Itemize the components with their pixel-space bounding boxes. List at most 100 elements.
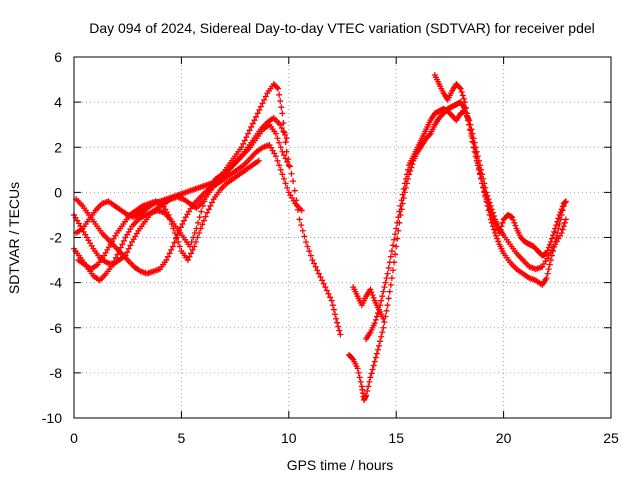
data-point [553, 222, 560, 229]
data-point [472, 153, 479, 160]
data-point [476, 171, 483, 178]
data-point [389, 242, 396, 249]
data-point [336, 327, 343, 334]
data-point [478, 175, 485, 182]
data-point [261, 96, 268, 103]
data-point [555, 215, 562, 222]
series-track-i [350, 284, 387, 322]
data-point [317, 273, 324, 280]
data-point [467, 127, 474, 134]
x-tick-label: 0 [70, 430, 78, 446]
data-point [238, 144, 245, 151]
data-point [167, 216, 174, 223]
data-point [367, 374, 374, 381]
data-point [468, 126, 475, 133]
data-point [551, 228, 558, 235]
data-point [385, 264, 392, 271]
data-point [196, 229, 203, 236]
data-point [380, 324, 387, 331]
data-point [366, 378, 373, 385]
series-track-d [73, 121, 292, 236]
data-point [334, 319, 341, 326]
data-point [558, 206, 565, 213]
data-point [382, 279, 389, 286]
data-point [251, 117, 258, 124]
data-point [259, 100, 266, 107]
data-point [177, 224, 184, 231]
y-tick-label: 2 [54, 139, 62, 155]
data-point [377, 338, 384, 345]
axis-ticks: 0 5 10 15 20 25 -10 -8 -6 -4 -2 0 2 4 6 [42, 49, 619, 446]
data-point [285, 162, 292, 169]
data-point [288, 170, 295, 177]
data-point [322, 284, 329, 291]
data-point [282, 155, 289, 162]
data-point [456, 84, 463, 91]
data-point [371, 358, 378, 365]
x-tick-label: 25 [603, 430, 619, 446]
data-point [490, 226, 497, 233]
data-point [111, 258, 118, 265]
data-point [192, 239, 199, 246]
data-point [463, 104, 470, 111]
data-point [165, 211, 172, 218]
data-point [380, 315, 387, 322]
y-axis-label: SDTVAR / TECUs [6, 182, 22, 294]
data-point [279, 148, 286, 155]
data-point [354, 365, 361, 372]
data-point [468, 132, 475, 139]
data-point [391, 236, 398, 243]
data-point [364, 387, 371, 394]
data-point [278, 104, 285, 111]
data-point [367, 286, 374, 293]
data-point [204, 209, 211, 216]
data-point [384, 302, 391, 309]
data-point [363, 392, 370, 399]
data-point [559, 226, 566, 233]
data-point [471, 148, 478, 155]
data-point [176, 243, 183, 250]
data-point [370, 362, 377, 369]
data-point [278, 125, 285, 132]
series-track-g [363, 105, 569, 343]
data-point [497, 226, 504, 233]
data-point [277, 166, 284, 173]
data-point [240, 140, 247, 147]
data-point [163, 257, 170, 264]
data-point [284, 158, 291, 165]
series-track-e [75, 157, 262, 273]
data-point [194, 234, 201, 241]
data-point [457, 85, 464, 92]
data-point [272, 153, 279, 160]
grid-lines [74, 57, 611, 418]
data-point [330, 306, 337, 313]
data-point [199, 202, 206, 209]
data-point [494, 235, 501, 242]
data-point [499, 219, 506, 226]
data-point [547, 257, 554, 264]
data-point [480, 184, 487, 191]
data-point [253, 113, 260, 120]
data-point [291, 187, 298, 194]
data-point [175, 239, 182, 246]
data-point [562, 216, 569, 223]
data-point [331, 311, 338, 318]
data-point [279, 171, 286, 178]
data-point [207, 202, 214, 209]
data-point [283, 135, 290, 142]
data-point [241, 137, 248, 144]
data-point [394, 219, 401, 226]
data-point [488, 212, 495, 219]
chart-title: Day 094 of 2024, Sidereal Day-to-day VTE… [89, 20, 595, 36]
data-point [458, 88, 465, 95]
data-point [184, 257, 191, 264]
data-point [381, 319, 388, 326]
data-point [188, 250, 195, 257]
data-point [335, 323, 342, 330]
data-point [370, 294, 377, 301]
data-point [120, 237, 127, 244]
data-point [400, 185, 407, 192]
data-point [386, 259, 393, 266]
data-point [323, 287, 330, 294]
y-tick-label: -6 [50, 320, 63, 336]
